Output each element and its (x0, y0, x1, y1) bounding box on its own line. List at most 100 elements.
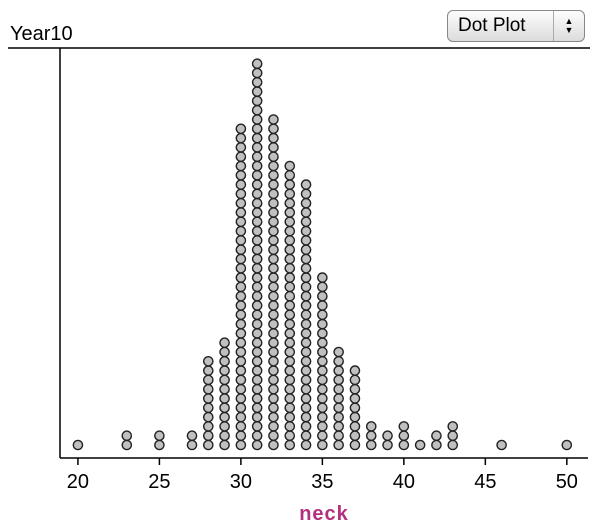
dot (284, 225, 296, 237)
dot (251, 355, 263, 367)
dot (284, 300, 296, 311)
dot (447, 439, 459, 451)
dot (219, 430, 230, 442)
dot (496, 439, 507, 451)
dot (365, 439, 377, 451)
dot (235, 439, 247, 451)
dot (284, 328, 296, 339)
dot (268, 430, 279, 442)
dot (284, 262, 296, 274)
dot (349, 383, 361, 395)
dot (431, 430, 442, 442)
plot-type-menu[interactable]: Dot Plot ▲ ▼ (447, 10, 585, 42)
dot (268, 253, 279, 265)
dot (349, 411, 361, 423)
dot (447, 421, 459, 432)
dot (284, 309, 296, 321)
dot (268, 169, 279, 181)
dot (284, 355, 296, 367)
dot (202, 402, 214, 414)
dot (317, 290, 328, 302)
dot (121, 439, 133, 451)
dot (300, 244, 312, 255)
dot (284, 421, 296, 432)
dot (235, 179, 247, 190)
dot (398, 439, 410, 451)
dot (268, 346, 279, 358)
dot (268, 188, 279, 200)
dot (235, 411, 247, 423)
dot (268, 244, 279, 255)
dot (300, 393, 312, 404)
dot (268, 402, 279, 414)
dot (251, 114, 263, 125)
dot (317, 300, 328, 311)
dot (300, 235, 312, 246)
dot (300, 225, 312, 237)
dot (251, 235, 263, 246)
dot (251, 374, 263, 386)
dot (349, 439, 361, 451)
dot (300, 355, 312, 367)
dot (202, 383, 214, 395)
x-tick-label: 40 (393, 471, 415, 493)
dot (235, 393, 247, 404)
dot (251, 95, 263, 107)
dot (251, 244, 263, 255)
dot (284, 179, 296, 190)
dot (202, 355, 214, 367)
dot (268, 207, 279, 218)
dot (365, 430, 377, 442)
dot (251, 430, 263, 442)
dot (317, 411, 328, 423)
dot (219, 393, 230, 404)
dot (300, 383, 312, 395)
dot (251, 402, 263, 414)
dot (251, 281, 263, 293)
dot (202, 430, 214, 442)
dot (333, 402, 344, 414)
dot (251, 151, 263, 162)
dot (300, 309, 312, 321)
x-tick-label: 45 (474, 471, 496, 493)
dot (235, 169, 247, 181)
dot (284, 318, 296, 330)
dot (349, 430, 361, 442)
dot (251, 188, 263, 200)
dot (235, 374, 247, 386)
dot (300, 439, 312, 451)
dot (300, 281, 312, 293)
dot (251, 86, 263, 97)
dot (300, 402, 312, 414)
dot (235, 430, 247, 442)
x-tick-label: 35 (311, 471, 333, 493)
dot (333, 346, 344, 358)
dot (251, 272, 263, 283)
dot (333, 411, 344, 423)
dot (317, 393, 328, 404)
dot (284, 430, 296, 442)
dot (317, 328, 328, 339)
dot (251, 318, 263, 330)
dot (300, 411, 312, 423)
x-tick-label: 50 (556, 471, 578, 493)
dot (268, 151, 279, 162)
dot (251, 383, 263, 395)
x-tick-label: 25 (148, 471, 170, 493)
dot (235, 318, 247, 330)
dot (251, 77, 263, 88)
dot (284, 169, 296, 181)
dot (284, 216, 296, 228)
dot (268, 132, 279, 144)
dot (284, 402, 296, 414)
dot (300, 328, 312, 339)
dot (235, 281, 247, 293)
dot (235, 346, 247, 358)
dot (251, 421, 263, 432)
dot (202, 411, 214, 423)
dot (317, 430, 328, 442)
menu-label: Dot Plot (458, 15, 526, 36)
dot (317, 318, 328, 330)
dot (268, 160, 279, 172)
